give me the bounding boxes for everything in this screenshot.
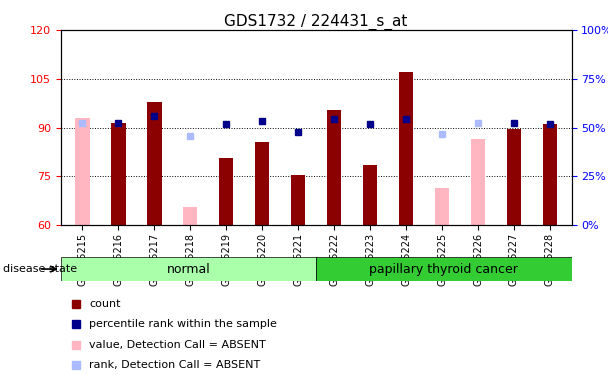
- Bar: [147, 102, 162, 225]
- Text: count: count: [89, 298, 120, 309]
- Bar: [435, 188, 449, 225]
- Text: percentile rank within the sample: percentile rank within the sample: [89, 319, 277, 329]
- Bar: [543, 124, 557, 225]
- Bar: [327, 110, 341, 225]
- Bar: [111, 123, 125, 225]
- Bar: [75, 118, 89, 225]
- Bar: [183, 207, 198, 225]
- Bar: [316, 257, 572, 281]
- Text: papillary thyroid cancer: papillary thyroid cancer: [370, 262, 518, 276]
- Bar: [399, 72, 413, 225]
- Bar: [363, 165, 378, 225]
- Bar: [507, 129, 521, 225]
- Bar: [291, 175, 305, 225]
- Bar: [61, 257, 316, 281]
- Bar: [219, 158, 233, 225]
- Text: rank, Detection Call = ABSENT: rank, Detection Call = ABSENT: [89, 360, 260, 370]
- Bar: [471, 139, 485, 225]
- Text: normal: normal: [167, 262, 210, 276]
- Title: GDS1732 / 224431_s_at: GDS1732 / 224431_s_at: [224, 14, 408, 30]
- Text: disease state: disease state: [3, 264, 77, 274]
- Bar: [255, 142, 269, 225]
- Text: value, Detection Call = ABSENT: value, Detection Call = ABSENT: [89, 340, 266, 350]
